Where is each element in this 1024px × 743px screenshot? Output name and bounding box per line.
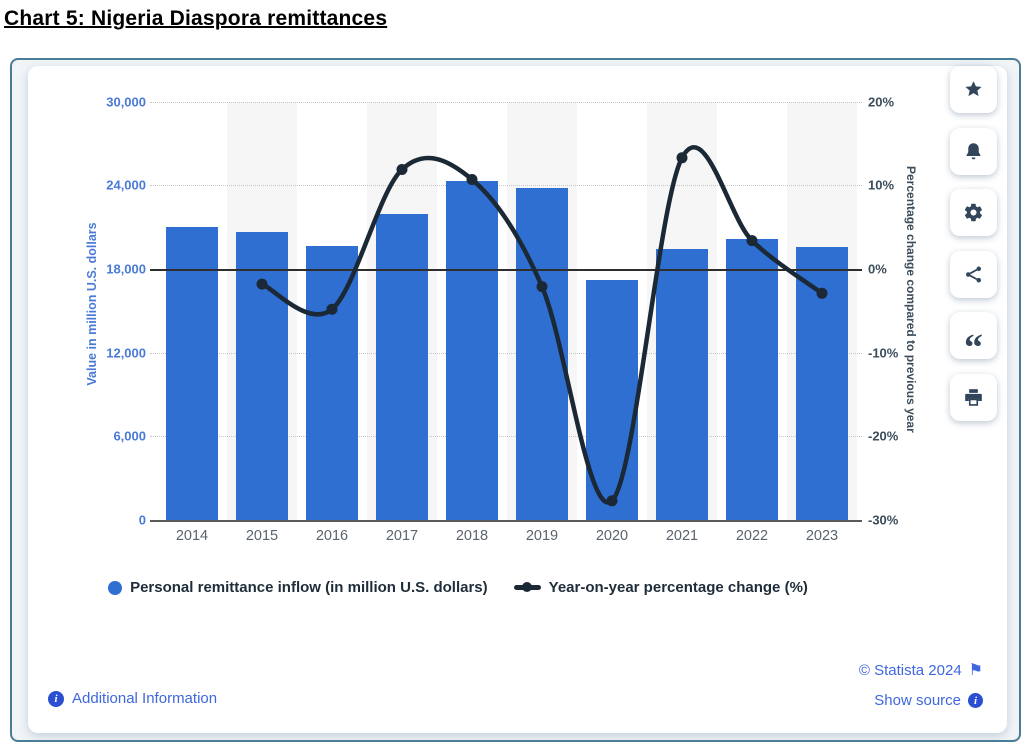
y-left-tick: 30,000: [106, 94, 146, 110]
statista-copyright[interactable]: © Statista 2024 ⚑: [859, 662, 983, 679]
left-axis-title: Value in million U.S. dollars: [85, 222, 99, 386]
flag-icon: ⚑: [968, 661, 983, 679]
y-right-tick: 20%: [868, 94, 895, 110]
x-label-2015: 2015: [245, 528, 279, 544]
zero-gridline: [150, 269, 862, 271]
gear-icon: [963, 202, 984, 223]
bar-2016[interactable]: [306, 246, 358, 520]
x-label-2016: 2016: [315, 528, 349, 544]
print-button[interactable]: [950, 373, 997, 421]
line-series-label: Year-on-year percentage change (%): [548, 579, 808, 596]
copyright-label: © Statista 2024: [858, 662, 962, 679]
line-series-marker-icon: [513, 582, 541, 592]
bar-2019[interactable]: [516, 188, 568, 520]
bar-2018[interactable]: [446, 181, 498, 520]
y-left-tick: 12,000: [106, 345, 146, 361]
show-source-link[interactable]: Show source i: [874, 692, 983, 709]
x-label-2022: 2022: [735, 528, 769, 544]
info-icon: i: [968, 693, 983, 708]
y-left-tick: 18,000: [106, 261, 146, 277]
x-label-2019: 2019: [525, 528, 559, 544]
gridline: [150, 185, 862, 187]
bar-series-marker-icon: [108, 580, 123, 595]
bar-2020[interactable]: [586, 280, 638, 520]
bar-2014[interactable]: [166, 227, 218, 520]
star-icon: [963, 79, 984, 100]
y-left-tick: 6,000: [113, 428, 146, 444]
gridline: [150, 101, 862, 103]
favorite-button[interactable]: [950, 66, 997, 113]
chart-card: 30,000 24,000 18,000 12,000 6,000 0 20% 10% 0% -1…: [28, 66, 1007, 733]
cite-button[interactable]: “: [950, 312, 997, 367]
y-left-tick: 24,000: [106, 177, 146, 193]
notification-button[interactable]: [950, 127, 997, 175]
legend-item-bars[interactable]: Personal remittance inflow (in million U…: [108, 579, 488, 596]
bar-series-label: Personal remittance inflow (in million U…: [130, 579, 488, 596]
y-left-tick: 0: [138, 512, 146, 528]
bar-2021[interactable]: [656, 248, 708, 520]
page-title: Chart 5: Nigeria Diaspora remittances: [4, 7, 388, 30]
share-button[interactable]: [950, 250, 997, 298]
show-source-label: Show source: [874, 692, 961, 709]
bar-2017[interactable]: [376, 213, 428, 520]
y-right-tick: -20%: [868, 428, 899, 444]
toolbar: “: [950, 66, 997, 421]
y-right-tick: 0%: [868, 261, 887, 277]
x-label-2023: 2023: [805, 528, 839, 544]
share-icon: [963, 264, 984, 285]
y-right-tick: -10%: [868, 345, 899, 361]
legend-item-line[interactable]: Year-on-year percentage change (%): [513, 579, 808, 596]
x-label-2021: 2021: [665, 528, 699, 544]
additional-information-label: Additional Information: [72, 690, 218, 707]
additional-information-link[interactable]: i Additional Information: [48, 690, 217, 707]
chart-panel: 30,000 24,000 18,000 12,000 6,000 0 20% 10% 0% -1…: [10, 58, 1021, 742]
plot-area: 30,000 24,000 18,000 12,000 6,000 0 20% 10% 0% -1…: [28, 66, 1007, 733]
x-label-2018: 2018: [455, 528, 489, 544]
x-label-2014: 2014: [175, 528, 209, 544]
legend: Personal remittance inflow (in million U…: [28, 579, 888, 596]
bar-2022[interactable]: [726, 239, 778, 520]
x-label-2017: 2017: [385, 528, 419, 544]
bar-2023[interactable]: [796, 247, 848, 520]
y-right-tick: 10%: [868, 177, 895, 193]
footer-right: © Statista 2024 ⚑ Show source i: [859, 662, 983, 709]
settings-button[interactable]: [950, 189, 997, 236]
right-axis-title: Percentage change compared to previous y…: [904, 166, 918, 433]
info-icon: i: [48, 690, 64, 707]
bar-2015[interactable]: [236, 232, 288, 520]
x-axis-line: [150, 520, 862, 522]
y-right-tick: -30%: [868, 512, 899, 528]
print-icon: [963, 387, 984, 408]
x-label-2020: 2020: [595, 528, 629, 544]
bell-icon: [963, 141, 984, 162]
